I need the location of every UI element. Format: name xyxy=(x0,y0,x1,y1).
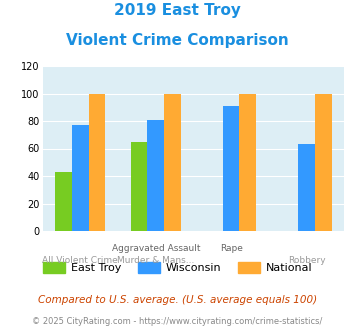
Legend: East Troy, Wisconsin, National: East Troy, Wisconsin, National xyxy=(38,257,317,278)
Text: Aggravated Assault: Aggravated Assault xyxy=(111,244,200,253)
Bar xyxy=(89,93,105,231)
Bar xyxy=(72,125,89,231)
Bar xyxy=(298,145,315,231)
Text: Murder & Mans...: Murder & Mans... xyxy=(117,256,195,265)
Bar xyxy=(147,120,164,231)
Text: Violent Crime Comparison: Violent Crime Comparison xyxy=(66,33,289,48)
Text: Compared to U.S. average. (U.S. average equals 100): Compared to U.S. average. (U.S. average … xyxy=(38,295,317,305)
Bar xyxy=(55,172,72,231)
Text: Rape: Rape xyxy=(220,244,242,253)
Text: All Violent Crime: All Violent Crime xyxy=(43,256,118,265)
Bar xyxy=(164,93,181,231)
Text: 2019 East Troy: 2019 East Troy xyxy=(114,3,241,18)
Text: © 2025 CityRating.com - https://www.cityrating.com/crime-statistics/: © 2025 CityRating.com - https://www.city… xyxy=(32,317,323,326)
Bar xyxy=(223,106,240,231)
Bar xyxy=(315,93,332,231)
Text: Robbery: Robbery xyxy=(288,256,326,265)
Bar xyxy=(240,93,256,231)
Bar xyxy=(131,142,147,231)
